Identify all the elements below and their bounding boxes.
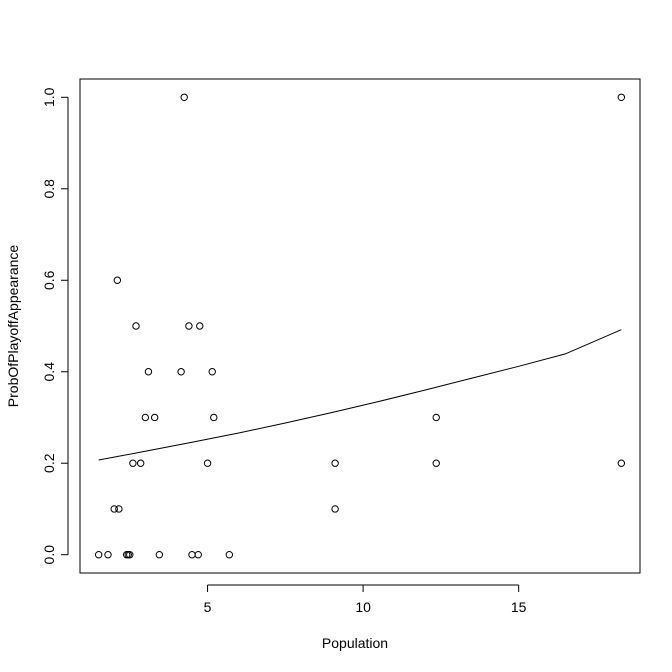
data-point xyxy=(208,368,216,376)
data-point xyxy=(110,505,118,513)
data-point xyxy=(129,459,137,467)
data-point xyxy=(210,413,218,422)
data-point xyxy=(104,551,112,559)
y-tick-label: 0.6 xyxy=(41,270,57,290)
y-tick-label: 0.8 xyxy=(41,179,57,199)
data-point xyxy=(617,93,626,101)
y-axis: 0.0 0.2 0.4 0.6 0.8 1.0 xyxy=(41,87,69,565)
data-point xyxy=(432,413,440,422)
data-point xyxy=(132,322,140,330)
y-tick-label: 1.0 xyxy=(41,87,57,107)
data-point xyxy=(331,505,339,513)
x-tick-label: 15 xyxy=(511,599,527,615)
data-point xyxy=(196,322,204,330)
data-point xyxy=(185,322,193,330)
data-point xyxy=(177,368,185,376)
data-point xyxy=(155,551,164,559)
data-point xyxy=(617,459,626,467)
data-point xyxy=(113,276,122,284)
data-point xyxy=(150,413,159,422)
plot-frame xyxy=(79,78,641,574)
data-point xyxy=(203,459,212,467)
data-point xyxy=(180,93,188,101)
data-point xyxy=(126,551,134,559)
data-point xyxy=(225,551,234,559)
y-tick-label: 0.0 xyxy=(41,545,57,565)
data-point xyxy=(432,459,440,467)
x-tick-label: 10 xyxy=(355,599,371,615)
x-axis-title: Population xyxy=(322,635,388,651)
data-point xyxy=(194,551,202,559)
data-point xyxy=(331,459,339,467)
x-axis: 5 10 15 xyxy=(204,584,527,615)
data-point xyxy=(144,368,153,376)
x-tick-label: 5 xyxy=(204,599,212,615)
data-point xyxy=(141,413,150,422)
data-point xyxy=(94,551,103,559)
data-point xyxy=(136,459,145,467)
points-layer xyxy=(94,93,626,559)
fit-line xyxy=(98,329,622,461)
y-axis-title: ProbOfPlayoffAppearance xyxy=(5,245,21,408)
y-tick-label: 0.4 xyxy=(41,362,57,382)
data-point xyxy=(115,505,123,513)
y-tick-label: 0.2 xyxy=(41,453,57,473)
fit-line-layer xyxy=(98,329,622,461)
